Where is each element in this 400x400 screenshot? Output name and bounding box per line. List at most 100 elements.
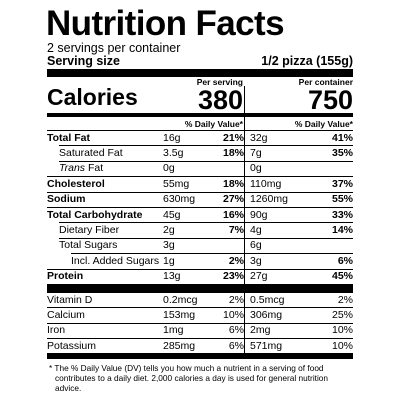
nutrient-row: Iron 1mg 6% 2mg 10% xyxy=(47,322,353,338)
daily-value: 21% xyxy=(222,131,244,144)
calories-value: 380 xyxy=(197,85,243,115)
dv-header: % Daily Value* % Daily Value* xyxy=(47,117,353,130)
column-divider xyxy=(244,86,245,356)
amount: 27g xyxy=(250,270,268,283)
nutrient-label: Trans Fat xyxy=(47,162,162,174)
nutrient-row: Total Carbohydrate 45g 16% 90g 33% xyxy=(47,206,353,222)
daily-value: 45% xyxy=(331,270,353,283)
amount: 153mg xyxy=(163,308,196,321)
daily-value: 55% xyxy=(331,193,353,206)
nutrient-label: Calcium xyxy=(47,309,162,321)
daily-value: 23% xyxy=(222,270,244,283)
nutrient-label: Saturated Fat xyxy=(47,147,162,159)
daily-value: 2% xyxy=(228,254,244,267)
nutrient-row: Total Sugars 3g 6g xyxy=(47,237,353,253)
amount: 32g xyxy=(250,131,268,144)
amount: 306mg xyxy=(250,308,283,321)
daily-value: 14% xyxy=(331,224,353,237)
amount: 45g xyxy=(163,208,181,221)
amount: 1g xyxy=(163,254,175,267)
daily-value: 2% xyxy=(337,293,353,306)
daily-value: 2% xyxy=(228,293,244,306)
serving-size-label: Serving size xyxy=(47,53,120,68)
title: Nutrition Facts xyxy=(46,4,285,43)
amount: 2mg xyxy=(250,324,271,337)
daily-value: 33% xyxy=(331,208,353,221)
nutrient-label-text: Total Carbohydrate xyxy=(47,208,143,221)
nutrient-row: Protein 13g 23% 27g 45% xyxy=(47,268,353,284)
nutrient-label: Potassium xyxy=(47,340,162,352)
daily-value: 37% xyxy=(331,177,353,190)
serving-size: Serving size 1/2 pizza (155g) xyxy=(47,53,353,68)
daily-value: 6% xyxy=(337,254,353,267)
daily-value: 10% xyxy=(222,308,244,321)
daily-value: 6% xyxy=(228,339,244,352)
nutrient-label: Dietary Fiber xyxy=(47,224,162,236)
nutrient-label-text: Calcium xyxy=(47,308,85,321)
daily-value: 16% xyxy=(222,208,244,221)
amount: 55mg xyxy=(163,177,190,190)
footnote: * The % Daily Value (DV) tells you how m… xyxy=(49,363,329,394)
daily-value: 27% xyxy=(222,193,244,206)
nutrient-row: Potassium 285mg 6% 571mg 10% xyxy=(47,338,353,353)
amount: 16g xyxy=(163,131,181,144)
calories-value: 750 xyxy=(307,85,353,115)
nutrient-row: Saturated Fat 3.5g 18% 7g 35% xyxy=(47,145,353,160)
amount: 3g xyxy=(163,239,175,252)
nutrient-label-text: Iron xyxy=(47,324,66,337)
calories-col: Per container 750 xyxy=(245,77,353,115)
daily-value: 7% xyxy=(228,224,244,237)
nutrient-row: Trans Fat 0g 0g xyxy=(47,160,353,176)
nutrient-label-text: Dietary Fiber xyxy=(59,224,120,237)
calories-label: Calories xyxy=(47,84,138,110)
dv-heading: % Daily Value* xyxy=(294,118,353,129)
nutrient-label-text: Protein xyxy=(47,270,84,283)
nutrient-label: Total Fat xyxy=(47,132,162,144)
nutrient-row: Total Fat 16g 21% 32g 41% xyxy=(47,130,353,145)
nutrient-label-italic: Trans xyxy=(59,162,86,175)
nutrient-row: Sodium 630mg 27% 1260mg 55% xyxy=(47,191,353,207)
amount: 285mg xyxy=(163,339,196,352)
col-heading: Per container xyxy=(298,77,353,87)
daily-value: 35% xyxy=(331,147,353,160)
nutrient-row: Vitamin D 0.2mcg 2% 0.5mcg 2% xyxy=(47,291,353,307)
amount: 3g xyxy=(250,254,262,267)
amount: 0g xyxy=(163,162,175,175)
thick-rule xyxy=(47,283,353,292)
nutrient-label: Cholesterol xyxy=(47,178,162,190)
nutrient-label-text: Vitamin D xyxy=(47,293,93,306)
nutrient-row: Calcium 153mg 10% 306mg 25% xyxy=(47,307,353,322)
amount: 0g xyxy=(250,162,262,175)
col-heading: Per serving xyxy=(196,77,243,87)
nutrient-label-text: Sodium xyxy=(47,193,86,206)
daily-value: 6% xyxy=(228,324,244,337)
nutrient-label: Total Carbohydrate xyxy=(47,209,162,221)
amount: 110mg xyxy=(250,177,282,190)
nutrient-label-text: Incl. Added Sugars xyxy=(71,254,160,267)
nutrient-label: Incl. Added Sugars xyxy=(47,255,162,267)
daily-value: 41% xyxy=(331,131,353,144)
nutrient-label: Iron xyxy=(47,324,162,336)
nutrient-row: Incl. Added Sugars 1g 2% 3g 6% xyxy=(47,253,353,268)
amount: 1260mg xyxy=(250,193,288,206)
dv-heading: % Daily Value* xyxy=(184,118,243,129)
serving-size-value: 1/2 pizza (155g) xyxy=(261,53,353,68)
amount: 6g xyxy=(250,239,262,252)
thick-rule xyxy=(47,69,353,77)
amount: 3.5g xyxy=(163,147,184,160)
daily-value: 18% xyxy=(222,177,244,190)
nutrient-label-text: Fat xyxy=(87,162,104,175)
nutrient-label-text: Cholesterol xyxy=(47,177,105,190)
daily-value: 25% xyxy=(331,308,353,321)
nutrient-label: Vitamin D xyxy=(47,294,162,306)
amount: 2g xyxy=(163,224,175,237)
amount: 90g xyxy=(250,208,268,221)
nutrient-row: Cholesterol 55mg 18% 110mg 37% xyxy=(47,176,353,191)
amount: 630mg xyxy=(163,193,196,206)
nutrient-label-text: Potassium xyxy=(47,339,97,352)
thick-rule xyxy=(47,353,353,360)
nutrient-row: Dietary Fiber 2g 7% 4g 14% xyxy=(47,222,353,237)
servings: 2 servings per container xyxy=(47,41,181,55)
vitamin-rows: Vitamin D 0.2mcg 2% 0.5mcg 2% Calcium 153mg 10%… xyxy=(47,291,353,354)
